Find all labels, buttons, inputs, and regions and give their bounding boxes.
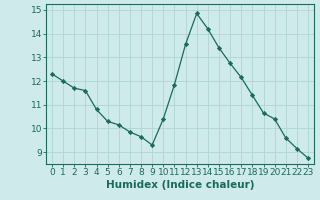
X-axis label: Humidex (Indice chaleur): Humidex (Indice chaleur)	[106, 180, 254, 190]
